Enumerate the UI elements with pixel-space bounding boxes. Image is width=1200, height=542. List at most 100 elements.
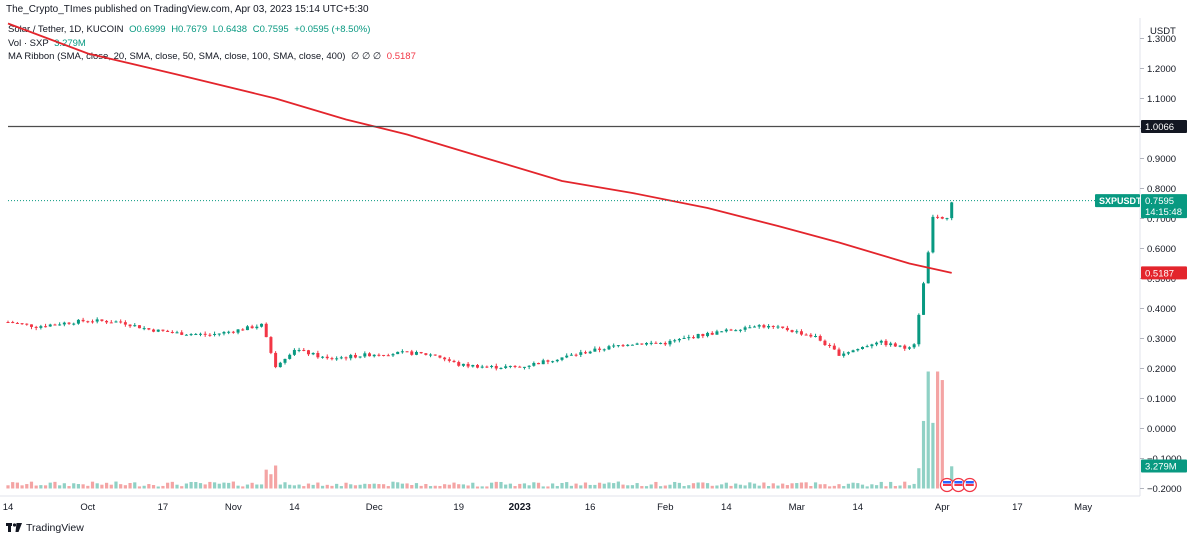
volume-bar xyxy=(231,481,235,489)
candle-body xyxy=(147,328,151,330)
candle-body xyxy=(67,322,71,324)
candle-body xyxy=(785,327,789,331)
x-tick-label: 14 xyxy=(3,502,14,513)
volume-bar xyxy=(673,481,677,489)
candle-body xyxy=(781,326,785,328)
volume-bar xyxy=(227,482,231,489)
volume-bar xyxy=(546,486,550,489)
volume-bar xyxy=(677,482,681,489)
candle-body xyxy=(316,352,320,358)
candle-body xyxy=(260,323,264,327)
candle-body xyxy=(368,353,372,357)
candle-body xyxy=(161,329,165,331)
candle-body xyxy=(598,348,602,350)
volume-bar xyxy=(823,484,827,489)
candle-body xyxy=(72,323,76,325)
volume-bar xyxy=(288,484,292,489)
volume-bar xyxy=(950,466,954,489)
volume-bar xyxy=(804,482,808,489)
candle-body xyxy=(602,349,606,351)
tradingview-brand[interactable]: TradingView xyxy=(6,522,84,534)
volume-bar xyxy=(34,485,38,489)
candle-body xyxy=(884,340,888,346)
y-tick-label: −0.2000 xyxy=(1147,484,1182,495)
volume-bar xyxy=(147,484,151,489)
close-value: C0.7595 xyxy=(252,24,289,35)
y-tick-label: 0.6000 xyxy=(1147,244,1176,255)
candle-body xyxy=(443,357,447,360)
candle-body xyxy=(414,351,418,355)
volume-bar xyxy=(217,483,221,489)
volume-bar xyxy=(889,481,893,489)
volume-bar xyxy=(367,484,372,489)
candle-body xyxy=(931,216,935,253)
volume-label-tag-box xyxy=(1141,459,1187,473)
event-flag-top xyxy=(954,481,963,484)
event-flag-top xyxy=(943,481,951,484)
volume-bar xyxy=(879,481,883,489)
candle-body xyxy=(917,314,921,345)
candle-body xyxy=(391,354,395,356)
volume-bar xyxy=(654,481,658,489)
volume-bar xyxy=(630,485,635,489)
x-tick-label: May xyxy=(1074,502,1092,513)
candle-body xyxy=(757,325,761,327)
volume-bar xyxy=(842,486,846,489)
candle-body xyxy=(522,366,526,368)
volume-bar xyxy=(865,486,869,489)
volume-bar xyxy=(316,482,320,489)
volume-bar xyxy=(405,483,409,489)
candle-body xyxy=(508,365,512,367)
ma-label[interactable]: MA Ribbon (SMA, close, 20, SMA, close, 5… xyxy=(8,51,346,62)
axes: USDT 1.30001.20001.10001.00000.90000.800… xyxy=(3,26,1182,513)
candle-body xyxy=(34,326,38,328)
volume-bar xyxy=(109,484,113,489)
candle-body xyxy=(583,352,587,354)
volume-bar xyxy=(762,482,766,489)
candle-body xyxy=(184,334,188,336)
candle-body xyxy=(15,322,19,324)
candle-body xyxy=(776,326,780,328)
event-markers xyxy=(939,477,977,493)
volume-bar xyxy=(874,485,879,489)
symbol-name[interactable]: Solar / Tether, 1D, KUCOIN xyxy=(8,24,124,35)
volume-bar xyxy=(795,483,799,489)
volume-bar xyxy=(25,484,29,489)
volume-bar xyxy=(926,371,930,489)
candle-body xyxy=(828,345,832,347)
volume-bar xyxy=(62,483,66,489)
candle-body xyxy=(696,333,700,339)
volume-bar xyxy=(602,483,606,489)
volume-bar xyxy=(452,482,456,489)
volume-bar xyxy=(828,486,832,489)
hline-label-text: 1.0066 xyxy=(1145,122,1174,133)
candle-body xyxy=(424,353,428,355)
volume-bar xyxy=(607,482,611,489)
candle-body xyxy=(119,321,123,323)
volume-bar xyxy=(917,468,921,489)
candle-body xyxy=(499,367,503,369)
candle-body xyxy=(537,362,541,365)
volume-bar xyxy=(349,484,353,489)
volume-bar xyxy=(715,485,719,489)
candle-body xyxy=(6,322,10,323)
y-tick-label: 0.5000 xyxy=(1147,274,1176,285)
candle-body xyxy=(227,331,231,333)
candle-body xyxy=(95,319,99,322)
candle-body xyxy=(541,360,545,365)
candle-body xyxy=(635,343,639,345)
volume-bar xyxy=(757,485,761,489)
candle-body xyxy=(11,322,15,324)
volume-label[interactable]: Vol · SXP xyxy=(8,37,49,49)
tradingview-logo-icon xyxy=(6,523,22,532)
volume-bar xyxy=(128,483,132,489)
volume-bar xyxy=(682,486,686,489)
x-tick-label: 19 xyxy=(453,502,464,513)
currency-label: USDT xyxy=(1150,26,1176,37)
candle-body xyxy=(62,322,66,325)
candle-body xyxy=(476,364,479,368)
low-value: L0.6438 xyxy=(212,24,248,35)
volume-bar xyxy=(569,485,573,489)
